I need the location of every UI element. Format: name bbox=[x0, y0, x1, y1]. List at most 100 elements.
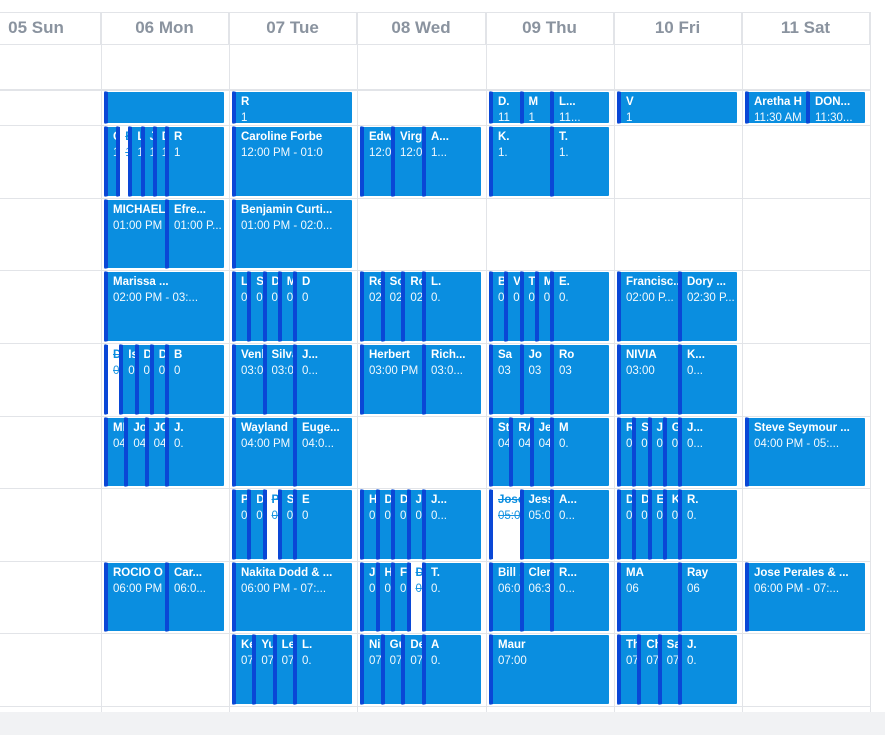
event-card[interactable] bbox=[104, 91, 225, 124]
event-time: 0... bbox=[687, 365, 703, 377]
event-time: 04:0... bbox=[302, 438, 334, 450]
day-header-wed[interactable]: 08 Wed bbox=[357, 12, 486, 44]
grid-column-line bbox=[870, 12, 871, 712]
event-card[interactable]: Maur 07:00 bbox=[489, 634, 610, 705]
event-time: 0 bbox=[384, 583, 391, 595]
event-card[interactable]: Dory ... 02:30 P... bbox=[678, 271, 738, 342]
event-time: 0. bbox=[626, 438, 636, 450]
day-header-mon[interactable]: 06 Mon bbox=[101, 12, 229, 44]
event-card[interactable]: K... 0... bbox=[678, 344, 738, 415]
event-title: R. bbox=[626, 421, 645, 435]
event-title: D. bbox=[498, 96, 510, 108]
event-time: 11... bbox=[559, 112, 581, 124]
event-card[interactable]: R... 0... bbox=[550, 562, 610, 632]
event-card[interactable]: J. 0. bbox=[165, 417, 225, 487]
event-card[interactable]: Ro 03 bbox=[550, 344, 610, 415]
event-time: 0. bbox=[626, 510, 636, 522]
event-time: 02:00 P... bbox=[626, 292, 674, 304]
event-title: Herbert bbox=[369, 349, 410, 361]
grid-column-line bbox=[742, 12, 743, 712]
event-card[interactable]: T. 1. bbox=[550, 126, 610, 197]
event-card[interactable]: M 0. bbox=[550, 417, 610, 487]
event-card[interactable]: L. 0. bbox=[422, 271, 482, 342]
event-card[interactable]: Rich... 03:0... bbox=[422, 344, 482, 415]
event-card[interactable]: Car... 06:0... bbox=[165, 562, 225, 632]
event-card[interactable]: L. 0. bbox=[293, 634, 353, 705]
event-title: Marissa ... bbox=[113, 276, 169, 288]
event-title: Ro bbox=[559, 349, 575, 361]
event-title: Benjamin Curti... bbox=[241, 204, 333, 216]
event-card[interactable]: Marissa ... 02:00 PM - 03:... bbox=[104, 271, 225, 342]
event-time: 0. bbox=[513, 292, 523, 304]
event-time: 0. bbox=[431, 655, 441, 667]
event-title: L... bbox=[559, 96, 576, 108]
event-title: Car... bbox=[174, 567, 203, 579]
grid-row-line bbox=[0, 633, 870, 634]
event-card[interactable]: Steve Seymour ... 04:00 PM - 05:... bbox=[745, 417, 866, 487]
day-header-tue[interactable]: 07 Tue bbox=[229, 12, 357, 44]
event-card[interactable]: J... 0... bbox=[293, 344, 353, 415]
grid-row-line bbox=[0, 89, 870, 90]
event-card[interactable]: Euge... 04:0... bbox=[293, 417, 353, 487]
grid-row-line bbox=[0, 125, 870, 126]
event-title: M bbox=[528, 96, 539, 108]
event-title: Rich... bbox=[431, 349, 466, 361]
event-card[interactable]: Efre... 01:00 P... bbox=[165, 199, 225, 269]
event-title: Venk bbox=[241, 349, 268, 361]
event-card[interactable]: T. 0. bbox=[422, 562, 482, 632]
event-time: 11 bbox=[498, 112, 510, 124]
event-title: T. bbox=[559, 131, 568, 143]
event-card[interactable]: Ray 06 bbox=[678, 562, 738, 632]
event-title: Jose Perales & ... bbox=[754, 567, 849, 579]
event-card[interactable]: J... 0... bbox=[422, 489, 482, 560]
event-card[interactable]: E. 0. bbox=[550, 271, 610, 342]
day-header-sat[interactable]: 11 Sat bbox=[742, 12, 870, 44]
event-title: R bbox=[241, 96, 250, 108]
event-title: D. bbox=[641, 493, 660, 507]
event-time: 0... bbox=[302, 365, 318, 377]
event-time: 02 bbox=[369, 292, 382, 304]
day-header-thu[interactable]: 09 Thu bbox=[486, 12, 614, 44]
event-title: H. bbox=[369, 494, 381, 506]
event-time: 12:00 bbox=[369, 147, 398, 159]
event-card[interactable]: Caroline Forbe 12:00 PM - 01:0 bbox=[232, 126, 353, 197]
event-card[interactable]: DON... 11:30... bbox=[806, 91, 866, 124]
event-card[interactable]: L... 11... bbox=[550, 91, 610, 124]
event-time: 06:00 PM bbox=[113, 583, 163, 595]
grid-row-line bbox=[0, 416, 870, 417]
event-time: 07 bbox=[369, 655, 382, 667]
event-time: 0... bbox=[559, 583, 575, 595]
event-title: J... bbox=[687, 422, 703, 434]
event-card[interactable]: Benjamin Curti... 01:00 PM - 02:0... bbox=[232, 199, 353, 269]
grid-row-line bbox=[0, 343, 870, 344]
day-header-fri[interactable]: 10 Fri bbox=[614, 12, 742, 44]
event-card[interactable]: J. 0. bbox=[678, 634, 738, 705]
event-time: 07 bbox=[389, 655, 403, 667]
event-time: 0... bbox=[559, 510, 575, 522]
event-card[interactable]: Jose Perales & ... 06:00 PM - 07:... bbox=[745, 562, 866, 632]
event-card[interactable]: A... 1... bbox=[422, 126, 482, 197]
day-header-sun[interactable]: 05 Sun bbox=[0, 12, 101, 44]
event-time: 0 bbox=[671, 438, 679, 450]
event-card[interactable]: J... 0... bbox=[678, 417, 738, 487]
grid-row-line bbox=[0, 90, 870, 91]
event-card[interactable]: A... 0... bbox=[550, 489, 610, 560]
grid-row-line bbox=[0, 198, 870, 199]
event-time: 11:30... bbox=[815, 112, 853, 124]
event-card[interactable]: R. 0. bbox=[678, 489, 738, 560]
event-card[interactable]: A 0. bbox=[422, 634, 482, 705]
event-time: 02:00 PM - 03:... bbox=[113, 292, 199, 304]
event-time: 0. bbox=[415, 510, 426, 522]
event-card[interactable]: Nakita Dodd & ... 06:00 PM - 07:... bbox=[232, 562, 353, 632]
event-title: M bbox=[559, 422, 569, 434]
event-title: J... bbox=[431, 494, 447, 506]
event-time: 0. bbox=[174, 438, 184, 450]
event-time: 03 bbox=[559, 365, 572, 377]
event-time: 1 bbox=[241, 112, 248, 124]
